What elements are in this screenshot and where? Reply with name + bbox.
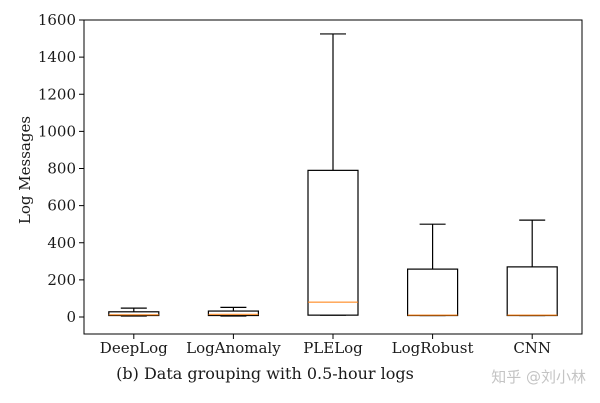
box-iqr (407, 268, 459, 317)
y-tick-label: 400 (47, 234, 76, 252)
box-plelog (307, 33, 359, 316)
y-tick-label: 1200 (38, 85, 76, 103)
y-axis: 0 200 400 600 800 1000 1200 1400 1600 (38, 11, 84, 326)
watermark: 知乎 @刘小林 (491, 368, 586, 386)
x-axis: DeepLog LogAnomaly PLELog LogRobust CNN (100, 334, 551, 357)
y-tick-label: 1400 (38, 48, 76, 66)
y-tick-label: 1000 (38, 122, 76, 140)
y-tick-label: 1600 (38, 11, 76, 29)
box-iqr (207, 310, 259, 317)
y-axis-title: Log Messages (16, 116, 34, 224)
y-tick-label: 200 (47, 271, 76, 289)
box-iqr (108, 311, 160, 317)
x-tick-label: PLELog (303, 339, 363, 357)
x-tick-label: LogRobust (392, 339, 474, 357)
y-tick-label: 600 (47, 197, 76, 215)
box-cnn (506, 219, 558, 317)
x-tick-label: CNN (513, 339, 551, 357)
box-iqr (506, 266, 558, 317)
x-tick-label: DeepLog (100, 339, 168, 357)
box-deeplog (108, 307, 160, 317)
caption-text: (b) Data grouping with 0.5-hour logs (116, 364, 414, 383)
plot-area (83, 19, 583, 335)
box-loganomaly (207, 306, 259, 317)
y-tick-label: 800 (47, 160, 76, 178)
x-tick-label: LogAnomaly (186, 339, 281, 357)
box-iqr (307, 169, 359, 316)
figure-caption: (b) Data grouping with 0.5-hour logs (0, 364, 600, 383)
box-logrobust (407, 223, 459, 317)
y-tick-label: 0 (66, 308, 76, 326)
